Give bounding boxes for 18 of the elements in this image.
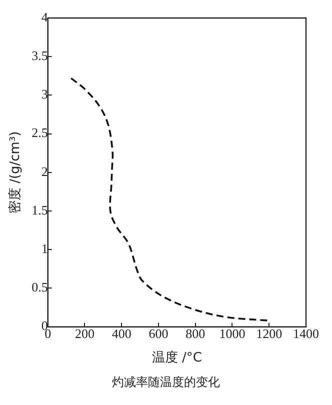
x-tick-label: 200 bbox=[74, 326, 94, 342]
x-tick-label: 600 bbox=[148, 326, 168, 342]
x-axis-title: 温度 /°C bbox=[152, 350, 202, 366]
y-tick-label: 3.5 bbox=[32, 48, 48, 64]
x-tick-label: 1400 bbox=[293, 326, 319, 342]
y-tick-label: 2.5 bbox=[32, 125, 48, 140]
y-tick-label: 0.5 bbox=[32, 280, 48, 295]
y-tick-label: 1.5 bbox=[32, 202, 48, 218]
x-tick-label: 800 bbox=[186, 326, 206, 342]
y-tick-label: 2 bbox=[41, 164, 48, 179]
x-tick-label: 1000 bbox=[219, 326, 246, 342]
text: 灼减率随温度的变化 bbox=[111, 374, 221, 391]
y-tick-label: 1 bbox=[41, 241, 48, 256]
y-axis-title: 密度 /(g/cm³) bbox=[7, 131, 24, 214]
y-tick-label: 3 bbox=[41, 86, 48, 102]
x-tick-label: 1200 bbox=[256, 326, 282, 342]
y-tick-label: 4 bbox=[41, 9, 48, 24]
x-tick-label: 400 bbox=[112, 326, 132, 342]
